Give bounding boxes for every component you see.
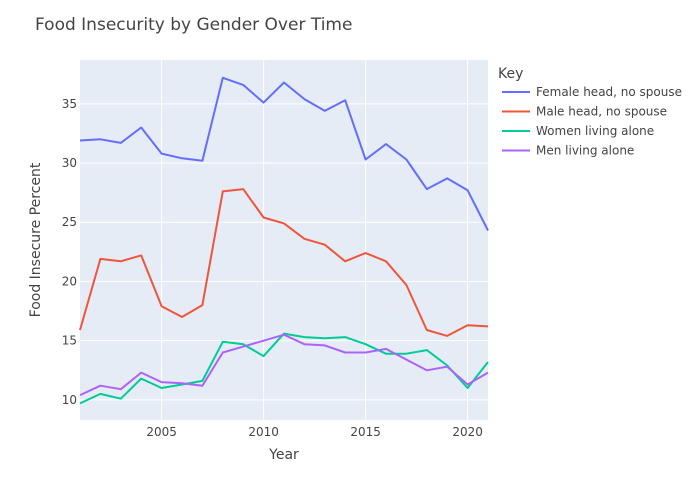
x-axis-title: Year [268, 447, 299, 463]
y-tick-label: 10 [62, 393, 77, 407]
y-tick-label: 15 [62, 334, 77, 348]
series-line-women-living-alone [79, 332, 489, 405]
y-tick-label: 30 [62, 156, 77, 170]
legend-item-label[interactable]: Men living alone [536, 144, 634, 158]
y-tick-label: 25 [62, 215, 77, 229]
legend[interactable]: Key Female head, no spouse Male head, no … [498, 66, 682, 158]
y-axis-ticks: 10 15 20 25 30 35 [62, 97, 77, 407]
grid [80, 60, 488, 420]
legend-item-label[interactable]: Male head, no spouse [536, 105, 667, 119]
x-tick-label: 2020 [452, 425, 483, 439]
series-line-female-head-no-spouse [79, 76, 489, 231]
series-line-male-head-no-spouse [79, 188, 489, 337]
legend-item-label[interactable]: Women living alone [536, 124, 654, 138]
series-lines [79, 76, 489, 405]
x-tick-label: 2005 [146, 425, 177, 439]
x-tick-label: 2015 [350, 425, 381, 439]
series-line-men-living-alone [79, 333, 489, 397]
chart-title: Food Insecurity by Gender Over Time [35, 15, 352, 35]
x-tick-label: 2010 [248, 425, 279, 439]
y-axis-title: Food Insecure Percent [28, 162, 44, 317]
legend-item-label[interactable]: Female head, no spouse [536, 85, 682, 99]
x-axis-ticks: 2005 2010 2015 2020 [146, 425, 483, 439]
plot-area [80, 60, 488, 420]
y-tick-label: 35 [62, 97, 77, 111]
y-tick-label: 20 [62, 274, 77, 288]
legend-title: Key [498, 66, 523, 82]
